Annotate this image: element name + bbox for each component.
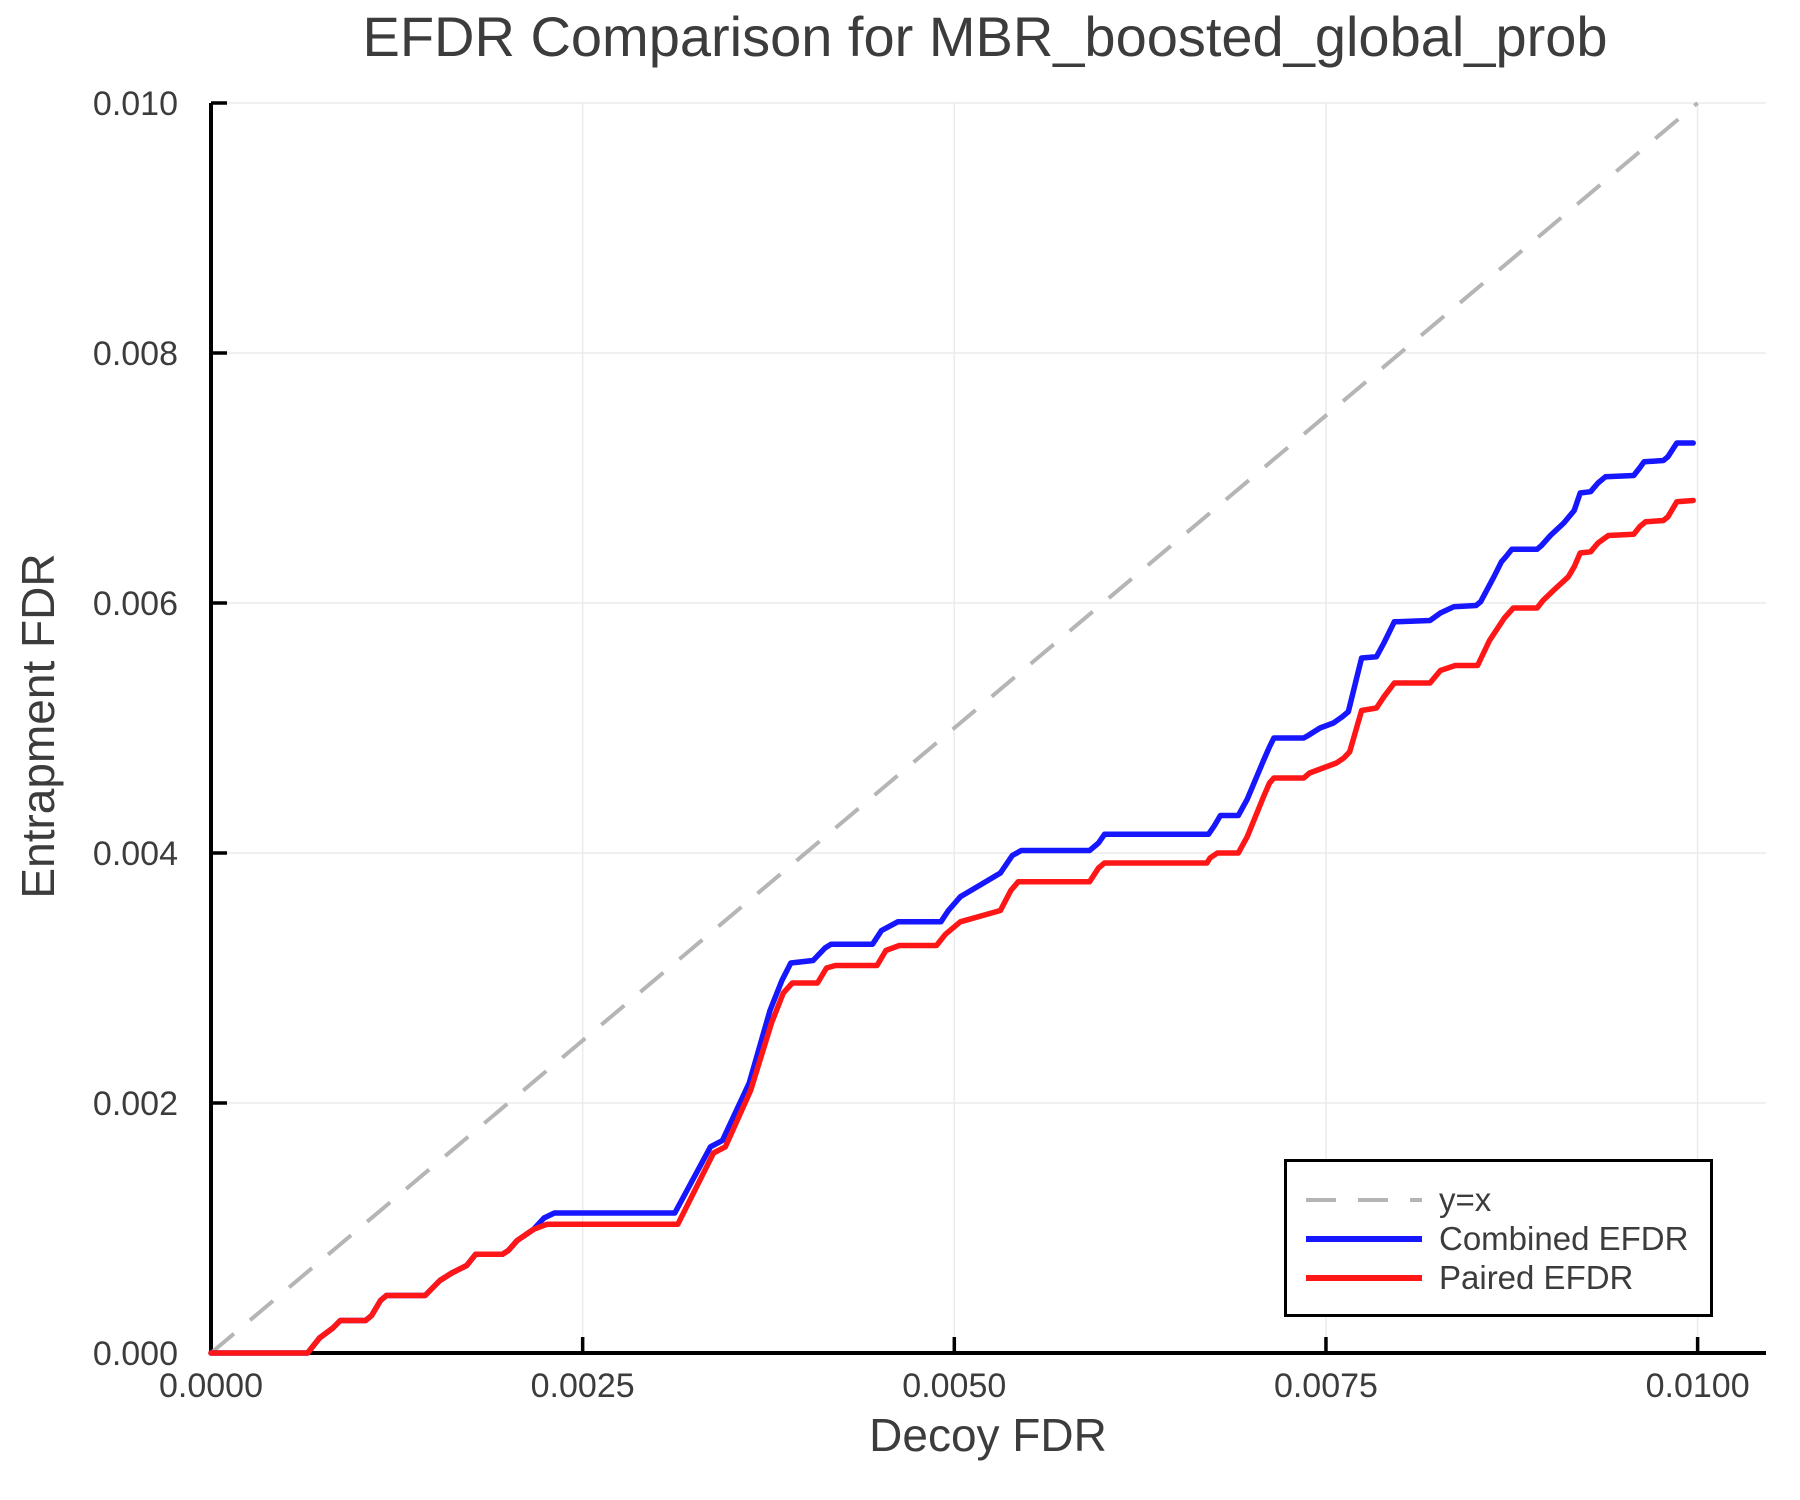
x-tick-label: 0.0025 xyxy=(531,1367,635,1405)
legend-entry-paired-efdr: Paired EFDR xyxy=(1287,1258,1710,1297)
y-axis-label: Entrapment FDR xyxy=(12,553,64,899)
legend-label: y=x xyxy=(1439,1181,1492,1218)
y-tick-label: 0.006 xyxy=(93,585,178,623)
reference-line-y-equals-x xyxy=(209,101,1699,1355)
y-tick-label: 0.002 xyxy=(93,1085,178,1123)
x-tick-label: 0.0050 xyxy=(902,1367,1006,1405)
legend-label: Paired EFDR xyxy=(1439,1259,1634,1296)
legend-entry-combined-efdr: Combined EFDR xyxy=(1287,1219,1710,1258)
x-tick-label: 0.0100 xyxy=(1646,1367,1750,1405)
legend: y=x Combined EFDR Paired EFDR xyxy=(1284,1159,1713,1317)
paired-efdr-line xyxy=(208,497,1696,1356)
red-line-sample xyxy=(1306,1274,1422,1281)
chart-title: EFDR Comparison for MBR_boosted_global_p… xyxy=(362,5,1608,68)
dashed-line-sample xyxy=(1306,1197,1422,1202)
x-tick-label: 0.0000 xyxy=(159,1367,263,1405)
y-tick-label: 0.008 xyxy=(93,335,178,373)
legend-entry-yx: y=x xyxy=(1287,1180,1710,1219)
legend-label: Combined EFDR xyxy=(1439,1220,1689,1257)
y-tick-label: 0.004 xyxy=(93,835,178,873)
x-axis-label: Decoy FDR xyxy=(869,1409,1107,1461)
y-tick-label: 0.000 xyxy=(93,1335,178,1373)
x-tick-label: 0.0075 xyxy=(1274,1367,1378,1405)
y-tick-label: 0.010 xyxy=(93,85,178,123)
blue-line-sample xyxy=(1306,1235,1422,1242)
